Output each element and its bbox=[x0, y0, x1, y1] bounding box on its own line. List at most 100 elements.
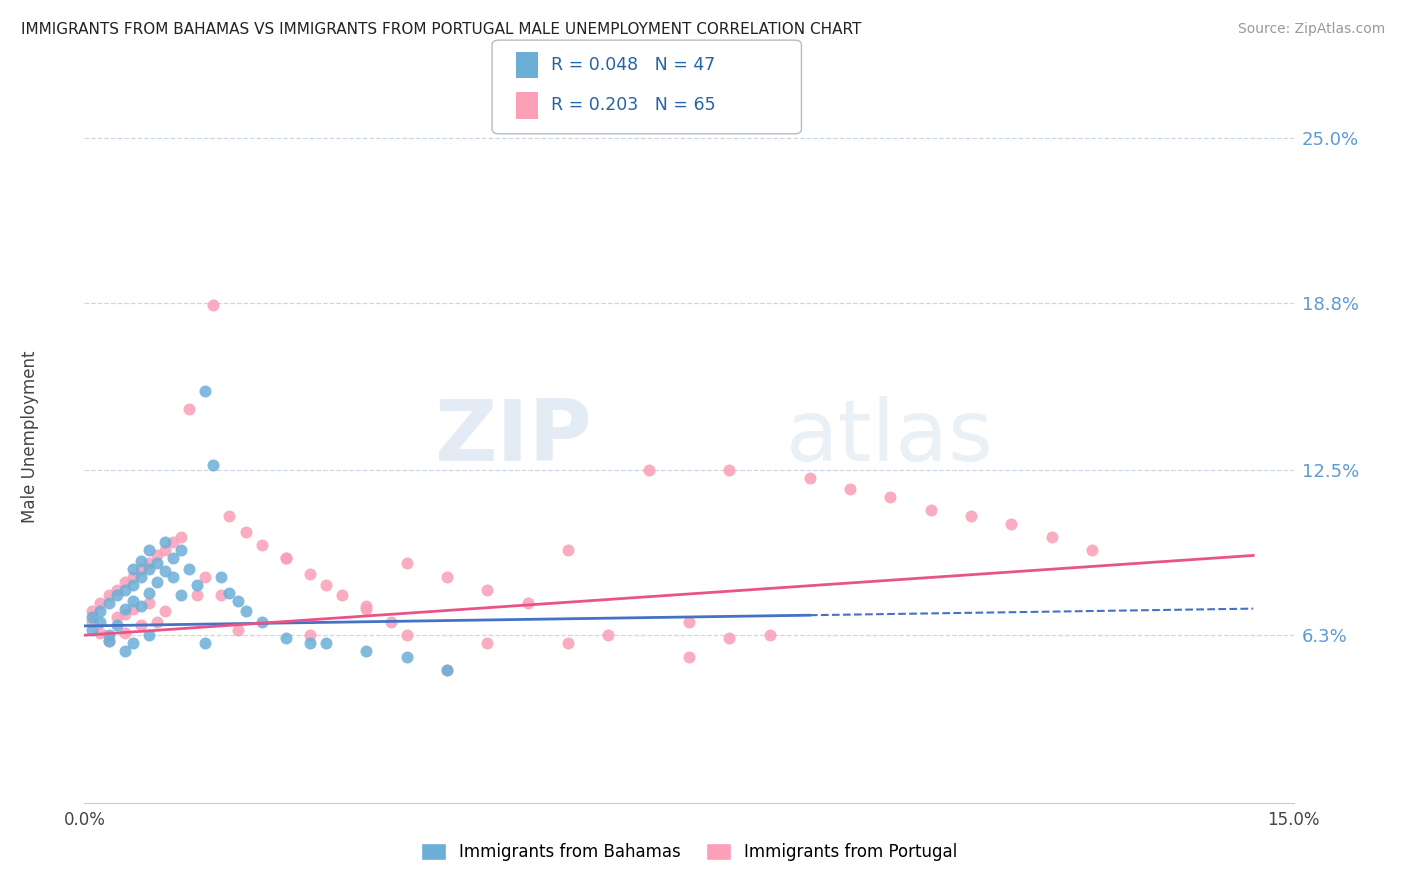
Point bbox=[315, 636, 337, 650]
Point bbox=[235, 604, 257, 618]
Point bbox=[557, 636, 579, 650]
Point bbox=[235, 524, 257, 539]
Point bbox=[162, 551, 184, 566]
Point bbox=[274, 631, 297, 645]
Point bbox=[557, 543, 579, 558]
Point bbox=[516, 596, 538, 610]
Point bbox=[89, 604, 111, 618]
Point bbox=[121, 562, 143, 576]
Point bbox=[395, 649, 418, 664]
Point bbox=[114, 575, 136, 590]
Point bbox=[97, 588, 120, 602]
Point bbox=[153, 535, 176, 549]
Point bbox=[299, 636, 322, 650]
Point bbox=[146, 549, 169, 563]
Point bbox=[121, 636, 143, 650]
Point bbox=[114, 607, 136, 621]
Point bbox=[436, 663, 458, 677]
Point bbox=[194, 384, 217, 398]
Point bbox=[202, 458, 225, 472]
Point bbox=[1040, 530, 1063, 544]
Point bbox=[105, 588, 128, 602]
Point bbox=[129, 570, 152, 584]
Point bbox=[129, 554, 152, 568]
Point bbox=[121, 577, 143, 591]
Point bbox=[299, 628, 322, 642]
Point bbox=[138, 543, 160, 558]
Point bbox=[1000, 516, 1022, 531]
Point bbox=[356, 599, 378, 613]
Point bbox=[121, 593, 143, 607]
Point bbox=[170, 543, 193, 558]
Point bbox=[82, 615, 104, 629]
Point bbox=[678, 649, 700, 664]
Point bbox=[170, 530, 193, 544]
Text: R = 0.203   N = 65: R = 0.203 N = 65 bbox=[551, 96, 716, 114]
Point bbox=[186, 577, 208, 591]
Point bbox=[114, 644, 136, 658]
Point bbox=[194, 636, 217, 650]
Point bbox=[179, 402, 201, 417]
Point bbox=[146, 575, 169, 590]
Point bbox=[121, 570, 143, 584]
Point bbox=[97, 628, 120, 642]
Point bbox=[129, 562, 152, 576]
Point bbox=[879, 490, 901, 504]
Point bbox=[395, 628, 418, 642]
Point bbox=[758, 628, 780, 642]
Point bbox=[218, 508, 240, 523]
Point bbox=[477, 582, 499, 597]
Text: atlas: atlas bbox=[786, 395, 994, 479]
Point bbox=[146, 615, 169, 629]
Point bbox=[598, 628, 620, 642]
Point bbox=[799, 471, 821, 485]
Point bbox=[170, 588, 193, 602]
Text: R = 0.048   N = 47: R = 0.048 N = 47 bbox=[551, 56, 716, 74]
Point bbox=[678, 615, 700, 629]
Point bbox=[194, 570, 217, 584]
Point bbox=[274, 551, 297, 566]
Point bbox=[209, 570, 232, 584]
Point bbox=[82, 609, 104, 624]
Point bbox=[138, 596, 160, 610]
Point bbox=[179, 562, 201, 576]
Point bbox=[250, 615, 273, 629]
Point bbox=[226, 593, 249, 607]
Point bbox=[299, 567, 322, 582]
Point bbox=[226, 623, 249, 637]
Point bbox=[153, 604, 176, 618]
Point bbox=[105, 617, 128, 632]
Legend: Immigrants from Bahamas, Immigrants from Portugal: Immigrants from Bahamas, Immigrants from… bbox=[413, 836, 965, 868]
Point bbox=[138, 557, 160, 571]
Point bbox=[89, 596, 111, 610]
Point bbox=[839, 482, 862, 496]
Point bbox=[186, 588, 208, 602]
Point bbox=[82, 623, 104, 637]
Text: IMMIGRANTS FROM BAHAMAS VS IMMIGRANTS FROM PORTUGAL MALE UNEMPLOYMENT CORRELATIO: IMMIGRANTS FROM BAHAMAS VS IMMIGRANTS FR… bbox=[21, 22, 862, 37]
Point bbox=[146, 557, 169, 571]
Point bbox=[138, 628, 160, 642]
Point bbox=[162, 535, 184, 549]
Point bbox=[718, 631, 741, 645]
Point bbox=[920, 503, 942, 517]
Point bbox=[356, 601, 378, 615]
Text: Male Unemployment: Male Unemployment bbox=[21, 351, 39, 524]
Point bbox=[82, 604, 104, 618]
Point bbox=[153, 543, 176, 558]
Point bbox=[218, 585, 240, 599]
Point bbox=[97, 596, 120, 610]
Point bbox=[202, 298, 225, 312]
Point bbox=[274, 551, 297, 566]
Point bbox=[129, 599, 152, 613]
Text: Source: ZipAtlas.com: Source: ZipAtlas.com bbox=[1237, 22, 1385, 37]
Point bbox=[105, 609, 128, 624]
Point bbox=[1081, 543, 1104, 558]
Point bbox=[89, 615, 111, 629]
Point bbox=[114, 601, 136, 615]
Point bbox=[436, 570, 458, 584]
Point bbox=[153, 565, 176, 579]
Point bbox=[380, 615, 402, 629]
Point bbox=[960, 508, 983, 523]
Point bbox=[356, 644, 378, 658]
Point bbox=[330, 588, 353, 602]
